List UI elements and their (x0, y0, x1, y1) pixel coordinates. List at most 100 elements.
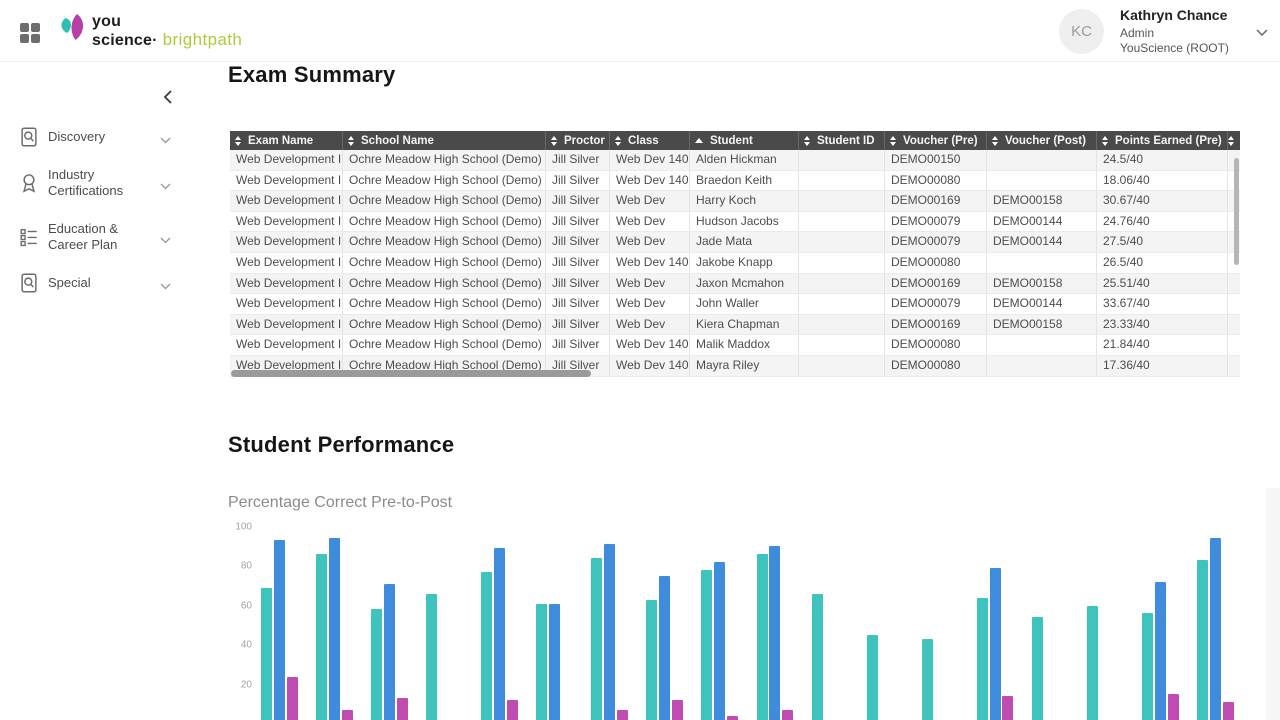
table-cell (799, 294, 885, 314)
logo-text-brightpath: brightpath (162, 30, 243, 49)
bar-pre-teal[interactable] (811, 593, 823, 720)
sidebar-item-education-career-plan[interactable]: Education & Career Plan (0, 214, 212, 260)
table-horizontal-scrollbar[interactable] (231, 370, 591, 377)
table-row[interactable]: Web Development I Ochre Meadow High Schoo… (230, 335, 1240, 356)
y-axis-tick-label: 100 (235, 521, 252, 532)
bar-group (756, 516, 795, 720)
bar-post-blue[interactable] (604, 544, 616, 720)
column-header-proctor[interactable]: Proctor (546, 131, 610, 150)
sort-icon (1102, 135, 1108, 146)
table-cell: Jill Silver (546, 294, 610, 314)
bar-delta-magenta[interactable] (672, 700, 683, 720)
bar-post-blue[interactable] (328, 538, 340, 720)
bar-pre-teal[interactable] (426, 593, 438, 720)
bar-pre-teal[interactable] (591, 558, 603, 720)
bar-post-blue[interactable] (1209, 538, 1221, 720)
bar-delta-magenta[interactable] (506, 700, 518, 720)
bar-post-blue[interactable] (769, 546, 781, 720)
bar-group (976, 516, 1015, 720)
bar-delta-magenta[interactable] (727, 716, 739, 720)
column-header-class[interactable]: Class (610, 131, 690, 150)
table-cell: Kiera Chapman (690, 314, 799, 335)
column-header-student-id[interactable]: Student ID (799, 131, 885, 150)
bar-pre-teal[interactable] (536, 603, 548, 720)
column-header-student[interactable]: Student (690, 131, 799, 150)
bar-post-blue[interactable] (549, 603, 561, 720)
bar-pre-teal[interactable] (701, 569, 713, 720)
bar-pre-teal[interactable] (261, 587, 272, 720)
bar-post-blue[interactable] (714, 562, 726, 720)
sort-icon (890, 135, 896, 146)
column-header-voucher-pre[interactable]: Voucher (Pre) (885, 131, 987, 150)
table-cell: Ochre Meadow High School (Demo) (343, 355, 546, 376)
bar-post-blue[interactable] (383, 583, 395, 720)
bar-pre-teal[interactable] (1031, 617, 1043, 720)
bar-pre-teal[interactable] (646, 599, 658, 720)
column-header-exam-name[interactable]: Exam Name (230, 131, 343, 150)
column-header-label: Voucher (Post) (1005, 134, 1086, 147)
user-menu[interactable]: KC Kathryn Chance Admin YouScience (ROOT… (1059, 6, 1268, 56)
percentage-correct-chart: 100 80 60 40 20 (228, 516, 1240, 720)
exam-summary-table: Exam Name School Name Proctor Class Student S… (230, 131, 1240, 378)
table-cell: Jill Silver (546, 252, 610, 273)
bar-delta-magenta[interactable] (616, 710, 628, 720)
bar-pre-teal[interactable] (1086, 605, 1098, 720)
table-cell: Jill Silver (546, 211, 610, 232)
table-cell: Web Dev (610, 191, 690, 211)
table-row[interactable]: Web Development I Ochre Meadow High Schoo… (230, 294, 1240, 315)
bar-delta-magenta[interactable] (782, 710, 794, 720)
sort-icon (615, 135, 621, 146)
bar-pre-teal[interactable] (1197, 560, 1209, 720)
table-cell: Web Dev (610, 294, 690, 314)
table-row[interactable]: Web Development I Ochre Meadow High Schoo… (230, 252, 1240, 274)
table-row[interactable]: Web Development I Ochre Meadow High Schoo… (230, 211, 1240, 233)
youscience-brightpath-logo[interactable]: you science· brightpath (56, 12, 242, 50)
user-org: YouScience (ROOT) (1120, 40, 1229, 55)
sidebar-collapse-button[interactable] (158, 88, 176, 106)
bar-post-blue[interactable] (659, 575, 671, 720)
table-row[interactable]: Web Development I Ochre Meadow High Schoo… (230, 273, 1240, 295)
table-row[interactable]: Web Development I Ochre Meadow High Schoo… (230, 170, 1240, 192)
table-vertical-scrollbar[interactable] (1234, 158, 1239, 265)
bar-pre-teal[interactable] (481, 571, 493, 720)
bar-delta-magenta[interactable] (286, 676, 298, 720)
column-header-points-earned-pre[interactable]: Points Earned (Pre) (1097, 131, 1228, 150)
table-cell (799, 232, 885, 252)
sidebar-item-special[interactable]: Special (0, 268, 212, 298)
table-cell (987, 252, 1097, 273)
column-header-extra[interactable] (1228, 131, 1240, 150)
bar-pre-teal[interactable] (1141, 613, 1153, 720)
apps-grid-icon[interactable] (20, 23, 41, 43)
bar-post-blue[interactable] (273, 540, 285, 720)
bar-pre-teal[interactable] (921, 639, 933, 720)
bar-post-blue[interactable] (494, 548, 506, 720)
table-cell: DEMO00150 (885, 150, 987, 170)
bar-group (701, 516, 739, 720)
bar-post-blue[interactable] (1154, 581, 1166, 720)
column-header-voucher-post[interactable]: Voucher (Post) (987, 131, 1097, 150)
sidebar-item-discovery[interactable]: Discovery (0, 122, 212, 152)
table-row[interactable]: Web Development I Ochre Meadow High Schoo… (230, 191, 1240, 212)
bar-pre-teal[interactable] (976, 597, 988, 720)
bar-pre-teal[interactable] (756, 554, 768, 720)
bar-delta-magenta[interactable] (1002, 696, 1014, 720)
bar-delta-magenta[interactable] (396, 698, 408, 720)
column-header-school-name[interactable]: School Name (343, 131, 546, 150)
table-cell (799, 252, 885, 273)
bar-post-blue[interactable] (989, 567, 1001, 720)
bar-pre-teal[interactable] (316, 554, 328, 720)
bar-pre-teal[interactable] (866, 635, 878, 720)
bar-group (1141, 516, 1180, 720)
sidebar-item-industry-certifications[interactable]: Industry Certifications (0, 160, 212, 206)
table-cell: Jill Silver (546, 335, 610, 355)
bar-pre-teal[interactable] (371, 609, 383, 720)
table-row[interactable]: Web Development I Ochre Meadow High Schoo… (230, 232, 1240, 253)
table-cell: 27.5/40 (1097, 232, 1228, 252)
table-cell: Ochre Meadow High School (Demo) (343, 335, 546, 355)
table-row[interactable]: Web Development I Ochre Meadow High Schoo… (230, 150, 1240, 171)
table-cell: Web Dev (610, 232, 690, 252)
bar-delta-magenta[interactable] (1222, 702, 1234, 720)
table-row[interactable]: Web Development I Ochre Meadow High Schoo… (230, 314, 1240, 336)
bar-delta-magenta[interactable] (1167, 694, 1179, 720)
bar-delta-magenta[interactable] (341, 710, 353, 720)
